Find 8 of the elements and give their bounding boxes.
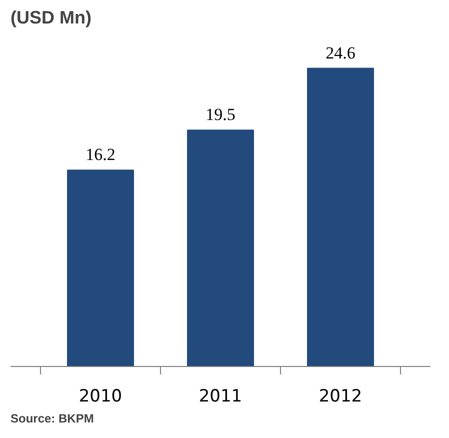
x-tick-label: 2012: [318, 386, 362, 406]
data-label: 19.5: [206, 105, 236, 124]
x-tick-label: 2011: [198, 386, 242, 406]
data-label: 16.2: [86, 145, 116, 164]
x-tick-label: 2010: [78, 386, 122, 406]
data-label: 24.6: [326, 43, 356, 62]
source-note: Source: BKPM: [10, 412, 94, 426]
chart-title: (USD Mn): [10, 8, 92, 28]
